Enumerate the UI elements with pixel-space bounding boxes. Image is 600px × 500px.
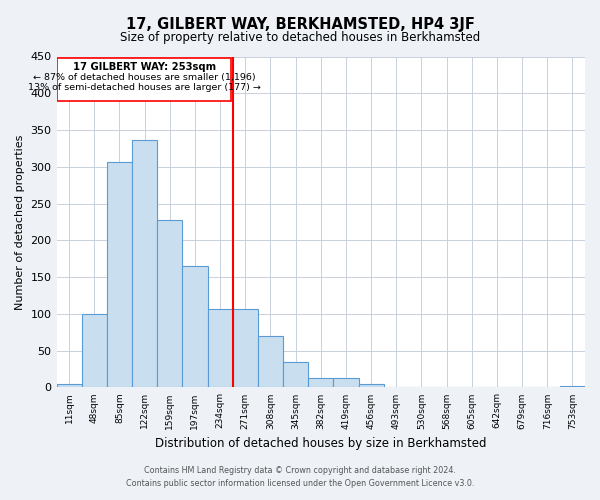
Bar [56, 384, 82, 388]
Bar [208, 308, 233, 388]
Text: 13% of semi-detached houses are larger (177) →: 13% of semi-detached houses are larger (… [28, 83, 260, 92]
Bar [560, 386, 585, 388]
Bar [233, 308, 258, 388]
Bar [182, 266, 208, 388]
Text: 17, GILBERT WAY, BERKHAMSTED, HP4 3JF: 17, GILBERT WAY, BERKHAMSTED, HP4 3JF [125, 18, 475, 32]
Bar [258, 336, 283, 388]
Bar [308, 378, 334, 388]
Bar [334, 378, 359, 388]
Bar [82, 314, 107, 388]
Text: Contains HM Land Registry data © Crown copyright and database right 2024.
Contai: Contains HM Land Registry data © Crown c… [126, 466, 474, 487]
Bar [283, 362, 308, 388]
Bar [157, 220, 182, 388]
Text: 17 GILBERT WAY: 253sqm: 17 GILBERT WAY: 253sqm [73, 62, 216, 72]
Text: ← 87% of detached houses are smaller (1,196): ← 87% of detached houses are smaller (1,… [33, 72, 256, 82]
Text: Size of property relative to detached houses in Berkhamsted: Size of property relative to detached ho… [120, 31, 480, 44]
Bar [359, 384, 383, 388]
Bar [132, 140, 157, 388]
Bar [107, 162, 132, 388]
Y-axis label: Number of detached properties: Number of detached properties [15, 134, 25, 310]
X-axis label: Distribution of detached houses by size in Berkhamsted: Distribution of detached houses by size … [155, 437, 487, 450]
FancyBboxPatch shape [57, 58, 232, 100]
